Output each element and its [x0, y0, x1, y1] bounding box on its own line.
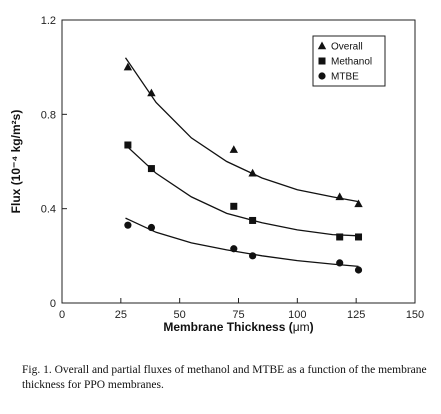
y-tick-label: 0.4	[41, 204, 56, 216]
x-axis-label: Membrane Thickness (μm)	[163, 320, 313, 334]
data-point-mtbe	[249, 252, 257, 260]
fit-line-overall	[124, 57, 359, 203]
data-point-methanol	[230, 202, 238, 210]
data-point-methanol	[147, 165, 155, 173]
y-axis-ticks: 0 0.4 0.8 1.2	[41, 15, 67, 310]
data-point-methanol	[336, 233, 344, 241]
data-point-overall	[123, 62, 133, 71]
y-tick-label: 0.8	[41, 109, 56, 121]
y-tick-label: 0	[50, 298, 56, 310]
fit-line-mtbe	[125, 217, 359, 268]
fit-line-methanol	[125, 144, 359, 237]
x-tick-label: 150	[406, 309, 424, 321]
x-tick-label: 50	[174, 309, 186, 321]
data-point-methanol	[249, 216, 257, 224]
x-tick-label: 25	[115, 309, 127, 321]
data-point-mtbe	[147, 223, 156, 232]
x-axis-label-suffix: )	[310, 320, 314, 334]
x-tick-label: 100	[288, 309, 306, 321]
legend: Overall Methanol MTBE	[312, 35, 386, 87]
figure-caption: Fig. 1. Overall and partial fluxes of me…	[22, 364, 427, 391]
x-axis-ticks: 0 25 50 75 100 125 150	[59, 298, 424, 321]
legend-label-methanol: Methanol	[331, 57, 372, 68]
y-axis-label: Flux (10⁻⁴ kg/m²s)	[9, 110, 23, 214]
legend-marker-overall	[317, 41, 327, 50]
data-point-mtbe	[124, 221, 132, 229]
data-point-overall	[335, 192, 344, 201]
legend-marker-methanol	[318, 57, 326, 65]
x-tick-label: 125	[347, 309, 365, 321]
data-point-mtbe	[230, 245, 238, 253]
legend-marker-mtbe	[318, 72, 326, 80]
data-point-methanol	[355, 233, 363, 241]
x-tick-label: 75	[232, 309, 244, 321]
data-point-overall	[354, 199, 363, 208]
data-point-overall	[248, 168, 257, 177]
x-tick-label: 0	[59, 309, 65, 321]
data-point-overall	[229, 145, 238, 153]
data-point-methanol	[124, 141, 132, 149]
data-markers	[123, 62, 363, 274]
x-axis-unit: μm	[293, 320, 310, 334]
legend-label-overall: Overall	[331, 42, 363, 53]
legend-label-mtbe: MTBE	[331, 72, 359, 83]
flux-chart: 0 25 50 75 100 125 150 0 0.4 0.8 1.2 Overall Metha…	[9, 15, 424, 334]
data-point-overall	[147, 88, 156, 97]
data-point-mtbe	[336, 259, 344, 267]
fit-curves	[124, 57, 359, 268]
data-point-mtbe	[354, 266, 363, 274]
y-tick-label: 1.2	[41, 15, 56, 27]
